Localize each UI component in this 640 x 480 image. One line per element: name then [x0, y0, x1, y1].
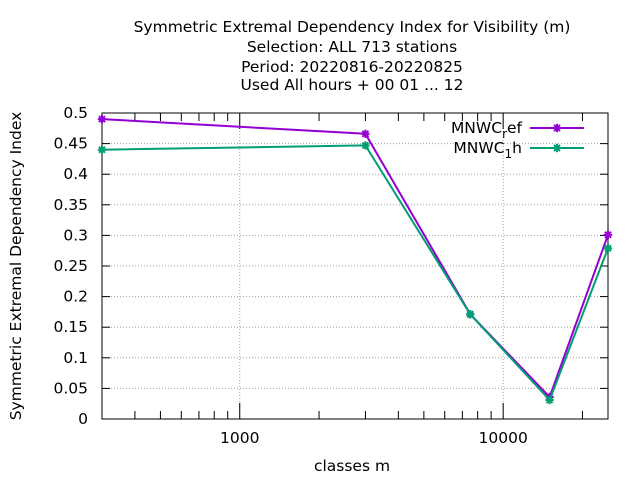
data-point-mnwc-ref	[361, 129, 370, 139]
title-line-1: Symmetric Extremal Dependency Index for …	[134, 18, 571, 36]
data-point-mnwc-1h	[466, 310, 475, 319]
y-tick-label: 0.5	[63, 104, 88, 122]
data-point-mnwc-ref	[97, 114, 107, 124]
y-tick-label: 0.35	[53, 196, 88, 214]
y-tick-label: 0.45	[53, 135, 88, 153]
title-line-2: Selection: ALL 713 stations	[247, 38, 457, 56]
chart-title: Symmetric Extremal Dependency Index for …	[134, 18, 571, 94]
y-tick-label: 0.2	[63, 288, 88, 306]
legend-marker-mnwc-1h	[552, 143, 562, 153]
data-point-mnwc-1h	[545, 395, 554, 405]
legend-label-mnwc-ref: MNWCref	[451, 119, 523, 141]
y-tick-label: 0.1	[63, 349, 88, 367]
series-line-mnwc-ref	[101, 118, 609, 398]
title-line-4: Used All hours + 00 01 ... 12	[240, 76, 463, 94]
plot-frame	[101, 112, 609, 420]
x-axis-label: classes m	[314, 457, 390, 475]
legend-marker-mnwc-ref	[552, 123, 562, 133]
axis-ticks: 0 0.05 0.1 0.15 0.2 0.25 0.3 0.35 0.4 0.45 0.5 1000…	[53, 104, 608, 447]
title-line-3: Period: 20220816-20220825	[241, 58, 463, 76]
data-point-mnwc-1h	[97, 145, 107, 154]
x-tick-label: 1000	[220, 429, 259, 447]
y-axis-label: Symmetric Extremal Dependency Index	[7, 112, 25, 421]
grid	[102, 113, 608, 419]
x-tick-label: 10000	[479, 429, 528, 447]
y-tick-label: 0.05	[53, 379, 88, 397]
y-tick-label: 0.25	[53, 257, 88, 275]
data-point-mnwc-ref	[603, 230, 613, 239]
series-line-mnwc-1h	[101, 144, 609, 401]
data-point-mnwc-1h	[361, 141, 370, 150]
data-point-mnwc-1h	[603, 244, 613, 253]
y-tick-label: 0.4	[63, 165, 88, 183]
legend-label-mnwc-1h: MNWC1h	[453, 139, 522, 161]
series-layer	[97, 114, 613, 405]
y-tick-label: 0.15	[53, 318, 88, 336]
y-tick-label: 0	[78, 410, 88, 428]
y-tick-label: 0.3	[63, 226, 88, 244]
